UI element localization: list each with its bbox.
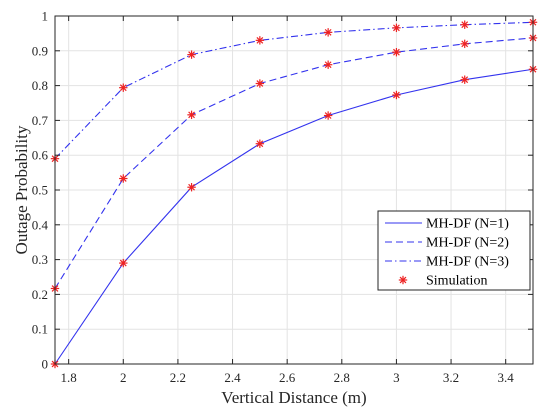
- y-axis-title: Outage Probability: [12, 125, 31, 254]
- x-tick-label: 2.6: [279, 370, 296, 385]
- simulation-marker: [460, 39, 469, 49]
- x-tick-label: 3.4: [498, 370, 515, 385]
- y-tick-label: 0.4: [32, 217, 49, 232]
- y-tick-label: 0: [42, 357, 49, 372]
- legend-label: Simulation: [426, 274, 487, 289]
- simulation-marker-stroke: [393, 91, 400, 99]
- simulation-marker: [187, 50, 196, 59]
- simulation-marker: [323, 28, 333, 37]
- simulation-marker-stroke: [393, 24, 400, 32]
- y-tick-label: 0.1: [32, 322, 48, 337]
- grid-lines: [55, 15, 533, 365]
- y-tick-label: 0.6: [32, 148, 49, 163]
- legend: MH-DF (N=1) MH-DF (N=2) MH-DF (N=3) Simulat…: [377, 210, 531, 291]
- simulation-marker-stroke: [256, 140, 264, 148]
- axis-ticks: 1.8 2 2.2 2.4 2.6 2.8 3 3.2 3.4 0 0.1 0.2 0.3 0.4 0.5 0…: [32, 9, 533, 385]
- simulation-marker: [187, 110, 196, 120]
- simulation-marker-stroke: [461, 76, 469, 84]
- simulation-marker: [460, 20, 469, 29]
- x-tick-label: 2.4: [224, 370, 241, 385]
- simulation-marker-stroke: [256, 36, 264, 44]
- y-tick-label: 0.8: [32, 78, 48, 93]
- simulation-marker: [119, 258, 128, 268]
- simulation-marker: [323, 111, 333, 120]
- y-tick-label: 1: [42, 9, 49, 24]
- simulation-marker: [392, 47, 401, 57]
- simulation-marker: [119, 174, 128, 183]
- simulation-marker-stroke: [188, 51, 195, 59]
- simulation-marker: [255, 79, 265, 88]
- y-tick-label: 0.9: [32, 43, 48, 58]
- y-tick-label: 0.5: [32, 183, 48, 198]
- simulation-marker-stroke: [393, 48, 400, 56]
- simulation-marker-stroke: [188, 111, 195, 119]
- simulation-marker: [392, 23, 401, 33]
- legend-label: MH-DF (N=3): [426, 255, 509, 270]
- legend-label: MH-DF (N=1): [426, 217, 509, 232]
- simulation-marker-stroke: [188, 183, 195, 191]
- series-line-n2: [54, 37, 534, 289]
- x-tick-label: 3.2: [443, 370, 459, 385]
- x-tick-label: 2.8: [334, 370, 350, 385]
- simulation-marker-stroke: [119, 175, 127, 182]
- simulation-marker-stroke: [324, 112, 332, 119]
- simulation-marker-stroke: [256, 80, 264, 87]
- series-layer: [54, 21, 534, 365]
- simulation-marker-stroke: [324, 28, 332, 36]
- simulation-marker: [460, 75, 469, 84]
- x-tick-label: 2.2: [170, 370, 186, 385]
- simulation-marker-stroke: [399, 276, 407, 284]
- legend-label: MH-DF (N=2): [426, 236, 509, 251]
- simulation-marker: [255, 36, 265, 45]
- series-line-n1: [54, 68, 534, 365]
- simulation-marker-stroke: [324, 61, 332, 69]
- simulation-marker: [392, 90, 401, 100]
- x-tick-label: 3: [393, 370, 400, 385]
- x-tick-label: 1.8: [61, 370, 77, 385]
- simulation-marker-stroke: [461, 40, 469, 48]
- simulation-marker: [323, 60, 333, 69]
- y-tick-label: 0.7: [32, 113, 49, 128]
- simulation-marker: [119, 83, 128, 92]
- simulation-marker-stroke: [119, 259, 127, 267]
- x-tick-label: 2: [120, 370, 127, 385]
- simulation-marker: [255, 139, 265, 148]
- y-tick-label: 0.3: [32, 252, 48, 267]
- y-tick-label: 0.2: [32, 287, 48, 302]
- legend-marker-simulation: [398, 275, 408, 285]
- simulation-marker-stroke: [461, 21, 469, 29]
- x-axis-title: Vertical Distance (m): [221, 388, 366, 407]
- simulation-marker-stroke: [119, 84, 127, 92]
- simulation-marker: [187, 183, 196, 192]
- series-line-n3: [54, 21, 534, 160]
